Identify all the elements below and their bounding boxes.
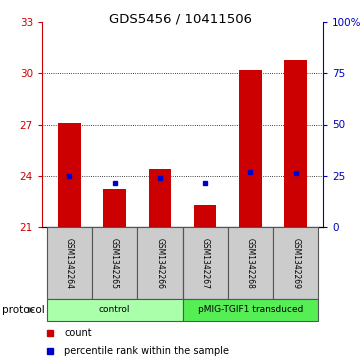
Bar bbox=[273, 227, 318, 299]
Text: GDS5456 / 10411506: GDS5456 / 10411506 bbox=[109, 13, 252, 26]
Text: pMIG-TGIF1 transduced: pMIG-TGIF1 transduced bbox=[198, 306, 303, 314]
Bar bbox=[284, 60, 307, 227]
Text: GSM1342264: GSM1342264 bbox=[65, 237, 74, 289]
Text: GSM1342267: GSM1342267 bbox=[201, 237, 210, 289]
Bar bbox=[92, 227, 137, 299]
Bar bbox=[137, 227, 183, 299]
Bar bbox=[183, 227, 228, 299]
Text: protocol: protocol bbox=[2, 305, 44, 315]
Bar bbox=[58, 123, 81, 227]
Text: percentile rank within the sample: percentile rank within the sample bbox=[65, 346, 230, 356]
Bar bbox=[47, 227, 92, 299]
Bar bbox=[183, 299, 318, 321]
Text: GSM1342268: GSM1342268 bbox=[246, 237, 255, 289]
Text: control: control bbox=[99, 306, 130, 314]
Bar bbox=[239, 70, 262, 227]
Text: GSM1342265: GSM1342265 bbox=[110, 237, 119, 289]
Bar bbox=[148, 169, 171, 227]
Bar bbox=[228, 227, 273, 299]
Bar bbox=[47, 299, 183, 321]
Text: count: count bbox=[65, 329, 92, 338]
Bar bbox=[194, 205, 217, 227]
Bar bbox=[103, 189, 126, 227]
Text: GSM1342269: GSM1342269 bbox=[291, 237, 300, 289]
Text: GSM1342266: GSM1342266 bbox=[155, 237, 164, 289]
